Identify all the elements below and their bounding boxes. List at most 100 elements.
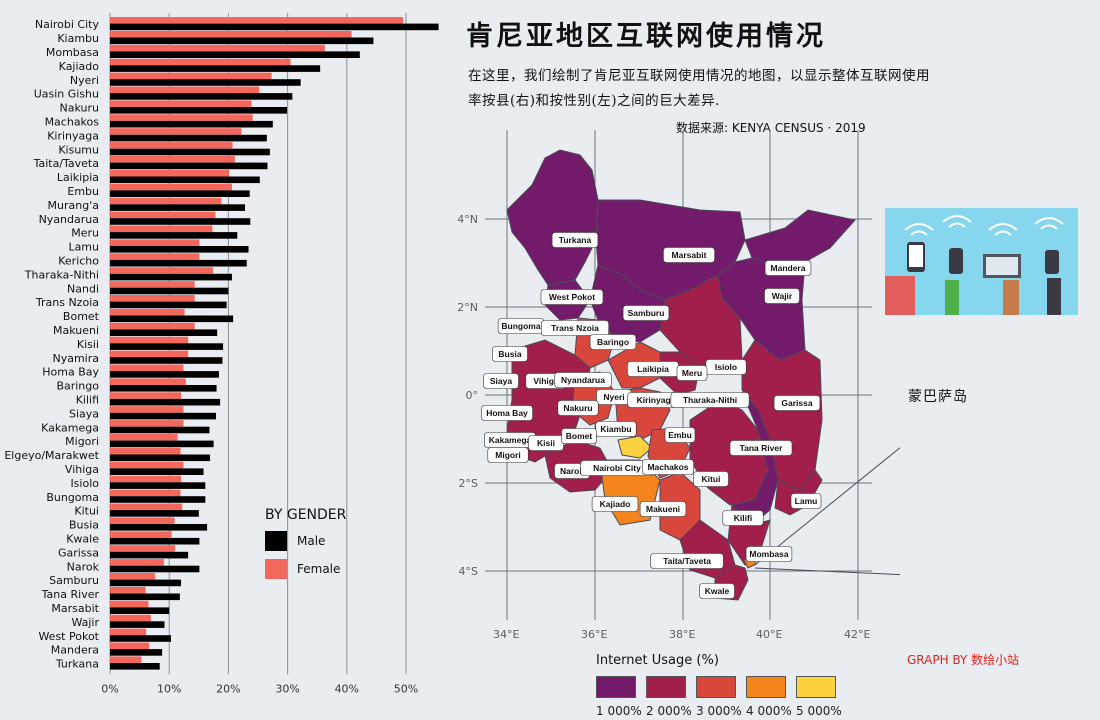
- category-label: Uasin Gishu: [34, 88, 99, 101]
- county-label-box: [650, 553, 724, 569]
- internet-illustration: [885, 208, 1078, 315]
- category-label: Machakos: [45, 116, 100, 129]
- category-label: Embu: [67, 185, 99, 198]
- bar-female: [110, 58, 291, 66]
- x-tick-label: 40%: [335, 682, 359, 695]
- bar-male: [110, 593, 180, 601]
- category-label: Migori: [65, 435, 99, 448]
- county-label-box: [764, 260, 812, 276]
- county-label: Kwale: [705, 586, 730, 596]
- graph-credit: GRAPH BY 数绘小站: [907, 653, 1020, 667]
- bar-female: [110, 434, 178, 441]
- lat-tick-2s: 2°S: [459, 477, 478, 490]
- bar-female: [110, 322, 195, 330]
- bar-male: [110, 218, 251, 225]
- county-label: Bomet: [566, 431, 593, 441]
- county-label-box: [670, 392, 750, 408]
- data-source: 数据来源: KENYA CENSUS · 2019: [676, 121, 866, 135]
- county-label: Tharaka-Nithi: [683, 395, 737, 405]
- county-label-box: [790, 493, 822, 509]
- x-tick-label: 0%: [101, 682, 118, 695]
- bar-male: [110, 343, 224, 350]
- category-label: Isiolo: [70, 477, 99, 490]
- bar-male: [110, 301, 227, 309]
- map-tick-labels: 34°E 36°E 38°E 40°E 42°E 4°N 2°N 0° 2°S …: [457, 213, 870, 640]
- bar-male: [110, 524, 208, 531]
- bar-male: [110, 65, 321, 72]
- county-label: Machakos: [647, 462, 688, 472]
- bar-male: [110, 551, 189, 559]
- category-label: West Pokot: [38, 630, 99, 643]
- bar-female: [110, 86, 260, 94]
- bar-male: [110, 232, 238, 239]
- category-label: Homa Bay: [42, 366, 99, 379]
- lat-tick-4s: 4°S: [459, 565, 478, 578]
- category-label: Marsabit: [51, 602, 99, 615]
- bar-male: [110, 120, 273, 128]
- county-label: Mandera: [771, 263, 806, 273]
- category-label: Mandera: [51, 644, 99, 657]
- bar-female: [110, 128, 242, 135]
- bar-female: [110, 239, 200, 246]
- county-label: Taita/Taveta: [663, 556, 711, 566]
- bar-male: [110, 412, 216, 420]
- bar-female: [110, 461, 184, 469]
- bar-female: [110, 17, 404, 24]
- legend-swatch-1: [596, 676, 636, 698]
- county-label-layer: Turkana Marsabit Mandera Wajir West Pokot Sam…: [481, 232, 822, 599]
- category-label: Kakamega: [41, 421, 99, 434]
- category-label: Kericho: [58, 255, 99, 268]
- legend-item-1: 1 000%: [596, 676, 642, 718]
- legend-item-4: 4 000%: [746, 676, 792, 718]
- bar-male: [110, 273, 232, 281]
- county-label-box: [764, 288, 800, 304]
- bar-male: [110, 79, 301, 86]
- county-label: Tana River: [740, 443, 784, 453]
- x-tick-label: 30%: [275, 682, 299, 695]
- legend-label-1: 1 000%: [596, 704, 642, 718]
- county-label-box: [693, 471, 729, 487]
- county-label-box: [622, 305, 670, 321]
- bar-female: [110, 656, 142, 663]
- gender-legend-male: Male: [265, 531, 346, 551]
- bar-female: [110, 364, 184, 372]
- bar-male: [110, 204, 245, 211]
- category-label: Narok: [67, 560, 100, 573]
- legend-label-3: 3 000%: [696, 704, 742, 718]
- bar-female: [110, 142, 233, 149]
- gender-legend-title: BY GENDER: [265, 507, 347, 523]
- bar-female: [110, 545, 176, 552]
- county-label-box: [745, 546, 793, 562]
- bar-female: [110, 600, 149, 608]
- category-label: Meru: [71, 227, 99, 240]
- category-label: Nakuru: [60, 102, 99, 115]
- county-label: Mombasa: [749, 549, 788, 559]
- bar-female: [110, 336, 189, 344]
- category-label: Nyeri: [70, 74, 99, 87]
- bar-female: [110, 517, 175, 524]
- county-label-box: [540, 289, 604, 305]
- county-label: Kirinyaga: [637, 395, 676, 405]
- bar-female: [110, 586, 146, 594]
- x-tick-label: 20%: [216, 682, 240, 695]
- bar-male: [110, 649, 163, 656]
- map-legend-title: Internet Usage (%): [596, 653, 719, 668]
- bar-male: [110, 162, 268, 170]
- legend-label-4: 4 000%: [746, 704, 792, 718]
- category-label: Trans Nzoia: [35, 296, 99, 309]
- legend-label-2: 2 000%: [646, 704, 692, 718]
- county-label: Nyandarua: [561, 375, 605, 385]
- category-label: Tana River: [41, 588, 100, 601]
- category-label: Kwale: [66, 533, 99, 546]
- county-label: Embu: [668, 430, 692, 440]
- page-title: 肯尼亚地区互联网使用情况: [466, 21, 826, 52]
- bar-male: [110, 621, 165, 628]
- bar-female: [110, 72, 272, 80]
- bar-female: [110, 281, 195, 288]
- county-label-box: [483, 373, 519, 389]
- county-label-box: [487, 447, 529, 463]
- county-label: West Pokot: [549, 292, 595, 302]
- category-label: Elgeyo/Marakwet: [4, 449, 99, 462]
- county-label: Turkana: [559, 235, 592, 245]
- county-nairobi-city: [617, 435, 653, 459]
